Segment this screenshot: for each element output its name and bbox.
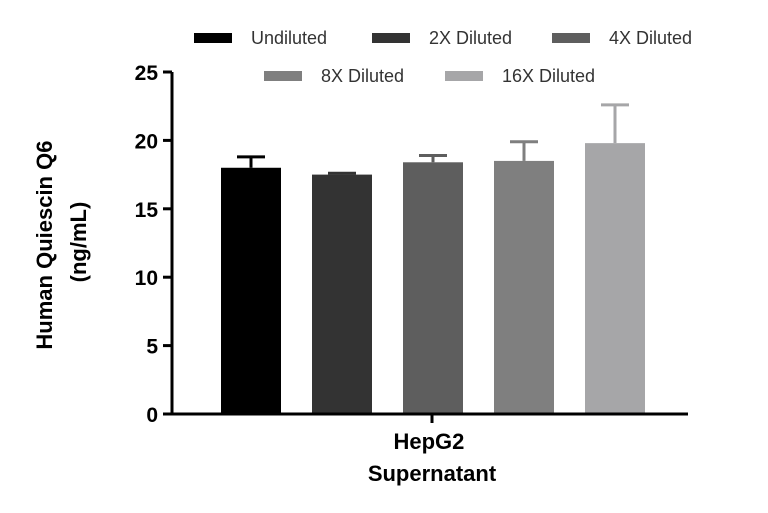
legend-item: 8X Diluted xyxy=(264,66,404,86)
legend-swatch xyxy=(194,33,232,43)
y-tick-label: 5 xyxy=(146,336,158,359)
category-label-line-1: HepG2 xyxy=(393,429,464,454)
x-axis xyxy=(170,412,688,423)
legend-label: 8X Diluted xyxy=(321,66,404,86)
legend: Undiluted 2X Diluted 4X Diluted 8X Diluted 1… xyxy=(194,28,692,86)
legend-item: 16X Diluted xyxy=(445,66,595,86)
legend-item: 4X Diluted xyxy=(552,28,692,48)
legend-label: Undiluted xyxy=(251,28,327,48)
y-tick-label: 25 xyxy=(135,62,159,85)
y-axis-title: Human Quiescin Q6 (ng/mL) xyxy=(32,134,91,349)
legend-label: 4X Diluted xyxy=(609,28,692,48)
legend-swatch xyxy=(552,33,590,43)
legend-swatch xyxy=(372,33,410,43)
bar xyxy=(221,167,281,414)
bar xyxy=(585,143,645,415)
bar xyxy=(494,160,554,414)
legend-label: 2X Diluted xyxy=(429,28,512,48)
legend-swatch xyxy=(445,71,483,81)
y-tick-label: 20 xyxy=(135,130,158,153)
bar xyxy=(312,174,372,414)
y-axis: 0 5 10 15 20 25 xyxy=(135,62,174,427)
legend-swatch xyxy=(264,71,302,81)
legend-item: Undiluted xyxy=(194,28,327,48)
y-tick-label: 0 xyxy=(146,404,158,427)
y-axis-title-line-2: (ng/mL) xyxy=(66,202,91,283)
y-axis-title-line-1: Human Quiescin Q6 xyxy=(32,141,57,350)
category-label: HepG2 Supernatant xyxy=(368,429,497,486)
bar xyxy=(403,162,463,414)
legend-item: 2X Diluted xyxy=(372,28,512,48)
category-label-line-2: Supernatant xyxy=(368,461,497,486)
legend-label: 16X Diluted xyxy=(502,66,595,86)
bars xyxy=(221,103,645,415)
y-tick-label: 10 xyxy=(135,267,158,290)
y-tick-label: 15 xyxy=(135,199,159,222)
